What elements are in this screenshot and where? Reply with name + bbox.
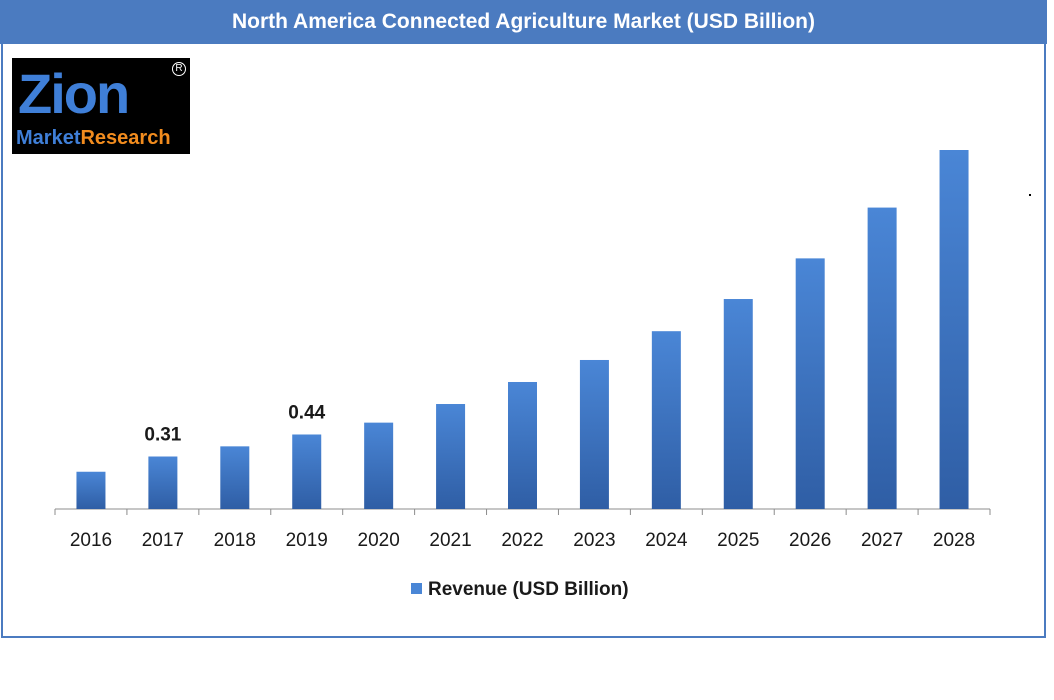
x-tick-label-2020: 2020 [358,530,400,551]
bar-2021 [436,404,466,509]
bar-2020 [364,422,394,509]
x-tick-label-2025: 2025 [717,530,759,551]
chart-title-bar: North America Connected Agriculture Mark… [0,0,1047,44]
bars-group [76,150,969,509]
logo-top-text: Zion [18,62,130,125]
x-tick-label-2027: 2027 [861,530,903,551]
x-tick-label-2022: 2022 [501,530,543,551]
bar-2019 [292,434,322,509]
bar-2024 [651,331,681,509]
x-tick-label-2016: 2016 [70,530,112,551]
x-tick-label-2018: 2018 [214,530,256,551]
x-tick-label-2019: 2019 [286,530,328,551]
logo-bottom-text: MarketResearch [16,126,171,150]
bar-2027 [867,207,897,509]
bar-2025 [723,299,753,509]
x-tick-label-2024: 2024 [645,530,688,551]
x-tick-label-2026: 2026 [789,530,831,551]
bar-2022 [508,381,537,509]
x-tick-label-2021: 2021 [429,530,471,551]
bar-2028 [939,150,969,509]
stray-dot [1029,194,1031,196]
legend-swatch [411,583,422,594]
x-tick-label-2023: 2023 [573,530,615,551]
logo-research-text: Research [80,127,171,149]
bar-2026 [795,258,825,509]
legend: Revenue (USD Billion) [411,579,629,600]
data-label-2017: 0.31 [144,425,181,446]
bar-2023 [579,359,609,509]
bar-2018 [220,446,250,509]
x-tick-label-2017: 2017 [142,530,184,551]
data-label-2019: 0.44 [288,402,325,423]
registered-mark-icon: R [172,62,186,76]
bar-2017 [148,456,178,509]
data-labels-group: 0.31 0.44 [144,402,325,445]
legend-label: Revenue (USD Billion) [428,579,629,600]
chart-title: North America Connected Agriculture Mark… [231,10,816,33]
logo-market-text: Market [16,127,81,149]
x-tick-labels-group: 2016 2017 2018 2019 2020 2021 2022 2023 2024 2025… [70,530,975,551]
zion-logo: Zion R MarketResearch [12,58,190,154]
x-ticks-group [54,509,991,515]
x-tick-label-2028: 2028 [933,530,975,551]
bar-2016 [76,471,106,509]
